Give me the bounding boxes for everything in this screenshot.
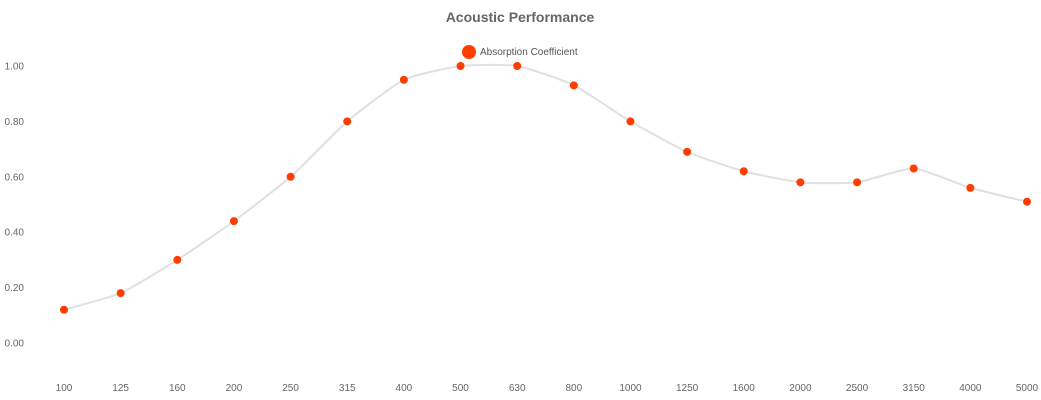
y-tick-label: 1.00 [5,62,25,73]
x-tick-label: 2500 [846,383,869,394]
data-point[interactable] [399,75,408,84]
x-tick-label: 160 [169,383,186,394]
x-tick-label: 2000 [789,383,812,394]
y-tick-label: 0.00 [5,339,25,350]
data-point[interactable] [173,255,182,264]
data-point[interactable] [739,167,748,176]
x-tick-label: 100 [56,383,73,394]
data-point[interactable] [456,62,465,70]
y-tick-label: 0.60 [5,172,25,183]
legend-label: Absorption Coefficient [480,47,578,58]
x-tick-label: 500 [452,383,469,394]
data-point[interactable] [229,217,238,226]
data-point[interactable] [683,147,692,156]
x-tick-label: 125 [112,383,129,394]
data-point[interactable] [796,178,805,187]
data-point[interactable] [1023,197,1031,206]
x-tick-label: 1250 [676,383,699,394]
x-tick-label: 315 [339,383,356,394]
x-tick-label: 200 [226,383,243,394]
plot-area [60,62,1031,314]
x-tick-label: 1000 [619,383,642,394]
x-axis: 100 125 160 200 250 315 400 500 630 800 1000 1250 16… [56,383,1039,394]
data-point[interactable] [513,62,522,70]
x-tick-label: 800 [565,383,582,394]
data-point[interactable] [909,164,918,173]
x-tick-label: 5000 [1016,383,1039,394]
data-point[interactable] [60,305,68,314]
x-tick-label: 4000 [959,383,982,394]
y-tick-label: 0.20 [5,283,25,294]
x-tick-label: 250 [282,383,299,394]
series-line [63,63,1028,311]
data-point[interactable] [569,81,578,90]
legend-marker-icon [462,45,476,59]
data-point[interactable] [966,183,975,192]
data-point[interactable] [853,178,862,187]
data-point[interactable] [626,117,635,126]
data-point[interactable] [116,289,125,298]
x-tick-label: 3150 [903,383,926,394]
x-tick-label: 1600 [733,383,756,394]
y-tick-label: 0.40 [5,228,25,239]
x-tick-label: 630 [509,383,526,394]
y-tick-label: 0.80 [5,117,25,128]
legend[interactable]: Absorption Coefficient [462,45,578,59]
y-axis: 0.00 0.20 0.40 0.60 0.80 1.00 [5,62,25,350]
x-tick-label: 400 [396,383,413,394]
data-point[interactable] [286,172,295,181]
chart-title: Acoustic Performance [446,9,595,25]
data-point[interactable] [343,117,352,126]
